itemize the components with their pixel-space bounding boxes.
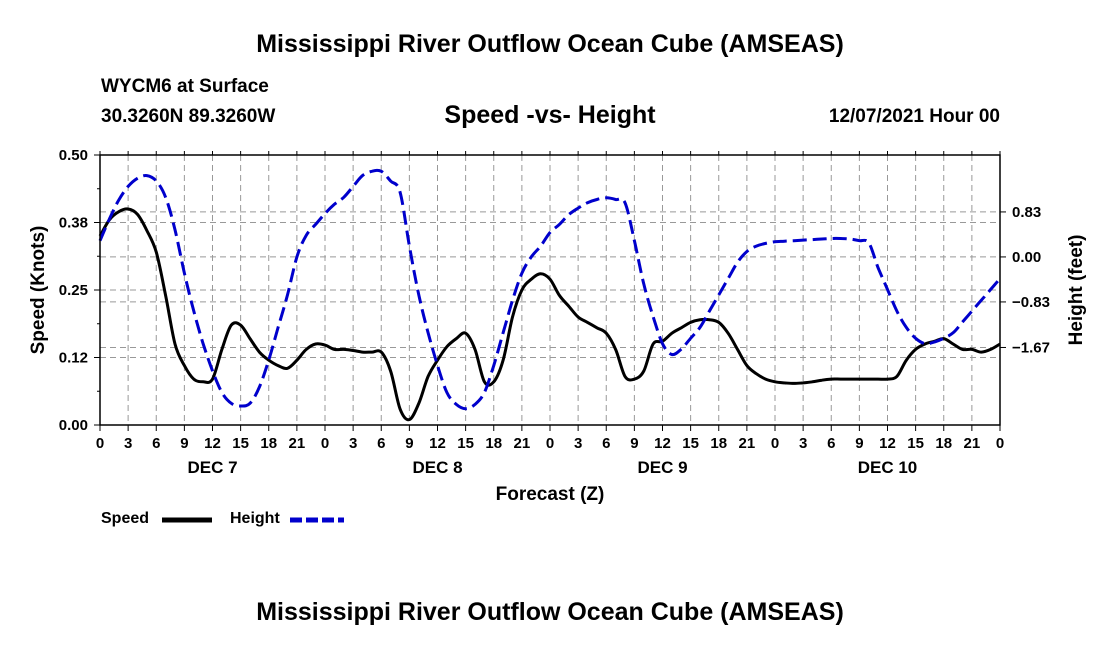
x-tick-label: 6 (377, 435, 385, 452)
x-tick-label: 18 (710, 435, 727, 452)
x-tick-label: 0 (96, 435, 104, 452)
grid-layer (100, 155, 1000, 425)
axis-layer (94, 151, 1006, 431)
x-tick-label: 0 (996, 435, 1004, 452)
y-right-tick-label: −1.67 (1012, 339, 1050, 356)
day-label: DEC 7 (187, 458, 237, 477)
x-tick-label: 12 (654, 435, 671, 452)
chart-title: Mississippi River Outflow Ocean Cube (AM… (256, 30, 844, 58)
day-label: DEC 10 (858, 458, 918, 477)
y-left-tick-label: 0.00 (59, 417, 88, 434)
legend-height-label: Height (230, 510, 280, 527)
x-tick-label: 9 (855, 435, 863, 452)
x-tick-label: 6 (152, 435, 160, 452)
x-tick-label: 3 (349, 435, 357, 452)
chart-subtitle: Speed -vs- Height (444, 101, 656, 129)
x-tick-label: 0 (321, 435, 329, 452)
x-axis-label: Forecast (Z) (496, 484, 605, 505)
y-left-tick-label: 0.38 (59, 215, 88, 232)
station-label: WYCM6 at Surface (101, 76, 269, 97)
x-tick-label: 18 (485, 435, 502, 452)
legend-speed-label: Speed (101, 510, 150, 527)
x-tick-label: 15 (682, 435, 699, 452)
y-left-tick-label: 0.25 (59, 282, 88, 299)
x-tick-label: 0 (771, 435, 779, 452)
y-right-axis-label: Height (feet) (1066, 235, 1087, 346)
y-left-tick-label: 0.50 (59, 147, 88, 164)
x-tick-label: 12 (879, 435, 896, 452)
height-series-line (98, 168, 1002, 411)
footer-title: Mississippi River Outflow Ocean Cube (AM… (256, 598, 844, 626)
x-tick-label: 15 (232, 435, 249, 452)
y-left-tick-label: 0.12 (59, 350, 88, 367)
x-tick-label: 6 (827, 435, 835, 452)
x-tick-label: 18 (260, 435, 277, 452)
x-tick-label: 15 (907, 435, 924, 452)
x-tick-label: 6 (602, 435, 610, 452)
y-right-tick-label: 0.83 (1012, 204, 1041, 221)
x-tick-label: 0 (546, 435, 554, 452)
day-label: DEC 9 (637, 458, 687, 477)
y-right-tick-label: 0.00 (1012, 249, 1041, 266)
x-tick-label: 3 (799, 435, 807, 452)
label-layer: 0 3 6 9 12 15 18 21 0 3 6 9 12 15 18 21 0 3 6 9 12 15 18 21 0 3 6 9… (28, 147, 1087, 505)
x-tick-label: 3 (124, 435, 132, 452)
x-tick-label: 21 (739, 435, 756, 452)
x-tick-label: 21 (514, 435, 531, 452)
x-tick-label: 9 (180, 435, 188, 452)
x-tick-label: 15 (457, 435, 474, 452)
y-left-axis-label: Speed (Knots) (28, 226, 49, 355)
speed-series-line (98, 207, 1001, 422)
x-tick-label: 12 (204, 435, 221, 452)
x-tick-label: 12 (429, 435, 446, 452)
x-tick-label: 21 (964, 435, 981, 452)
day-label: DEC 8 (412, 458, 462, 477)
x-tick-label: 21 (289, 435, 306, 452)
coordinates-label: 30.3260N 89.3260W (101, 106, 276, 127)
x-tick-label: 18 (935, 435, 952, 452)
series-layer (98, 168, 1002, 422)
x-tick-label: 9 (405, 435, 413, 452)
x-tick-label: 3 (574, 435, 582, 452)
x-tick-label: 9 (630, 435, 638, 452)
forecast-datetime: 12/07/2021 Hour 00 (828, 106, 1000, 127)
y-right-tick-label: −0.83 (1012, 294, 1050, 311)
